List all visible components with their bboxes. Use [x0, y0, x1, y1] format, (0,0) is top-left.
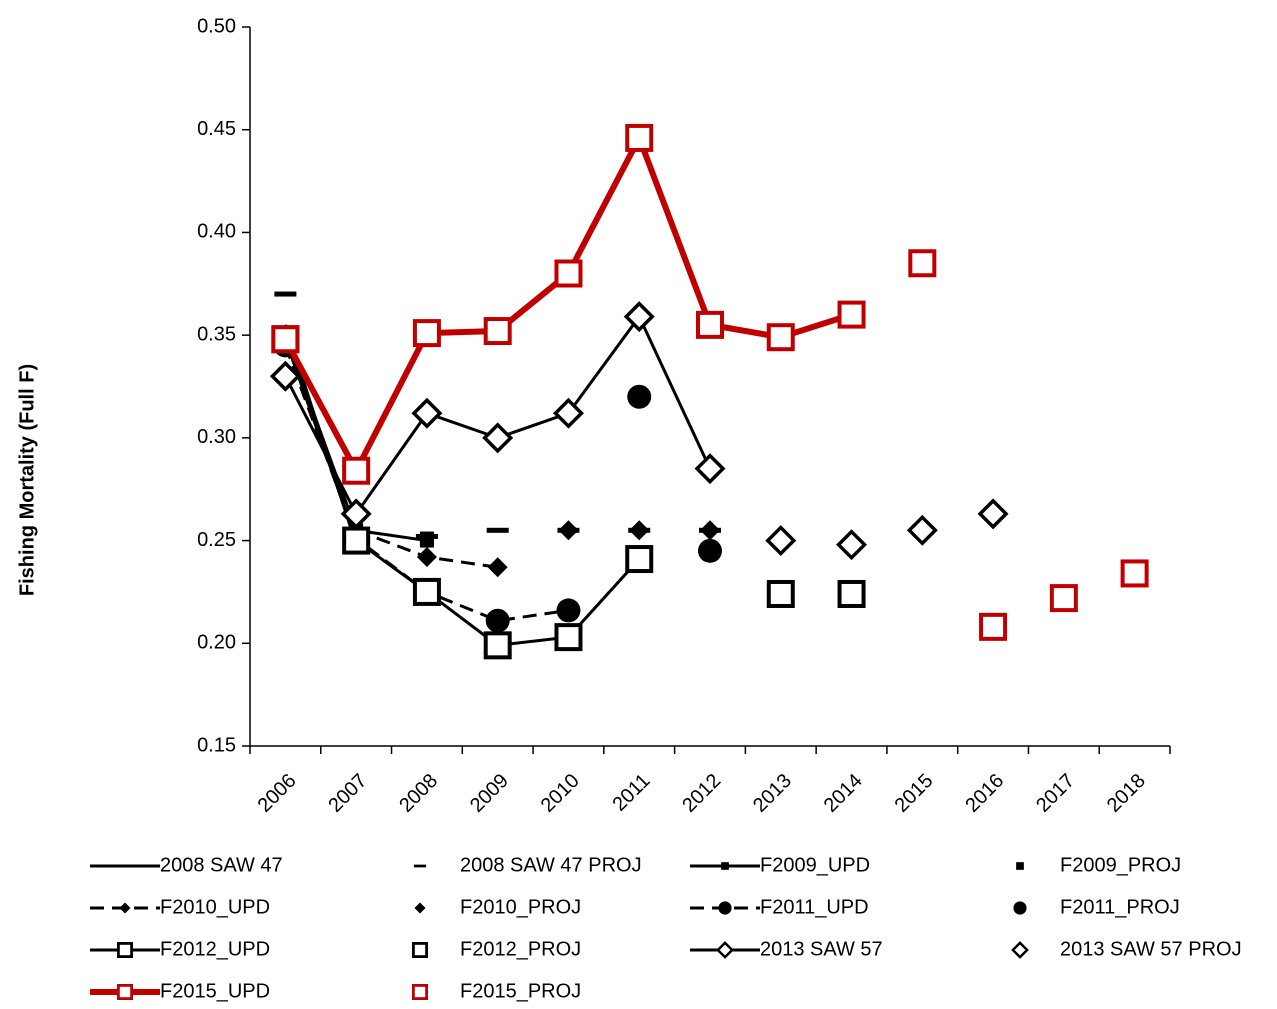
series-line: [283, 338, 641, 647]
y-tick-label: 0.50: [197, 15, 236, 37]
legend-label: F2011_UPD: [760, 896, 869, 918]
marker-dash: [486, 527, 509, 533]
marker-circle: [485, 608, 510, 633]
marker-open-square: [979, 612, 1008, 641]
legend-label: F2011_PROJ: [1060, 896, 1180, 918]
x-tick-label: 2011: [609, 770, 655, 816]
marker-open-diamond: [552, 397, 584, 429]
marker-circle: [718, 901, 732, 915]
y-tick-label: 0.45: [197, 118, 236, 140]
y-axis-title: Fishing Mortality (Full F): [16, 364, 38, 596]
marker-open-diamond: [694, 453, 726, 485]
marker-open-diamond: [411, 397, 443, 429]
marker-open-square: [554, 259, 583, 288]
marker-open-square: [117, 942, 134, 959]
marker-open-diamond: [482, 422, 514, 454]
marker-open-diamond: [623, 301, 655, 333]
x-tick-label: 2008: [395, 770, 442, 817]
marker-open-square: [1049, 584, 1078, 613]
marker-dash: [413, 864, 427, 868]
marker-open-diamond: [1011, 941, 1029, 959]
y-tick-label: 0.25: [197, 529, 236, 551]
marker-open-square: [412, 319, 441, 348]
x-tick-label: 2010: [537, 770, 584, 817]
legend-label: F2009_PROJ: [1060, 854, 1181, 876]
marker-circle: [698, 538, 722, 563]
marker-diamond: [629, 520, 650, 541]
legend-label: 2013 SAW 57 PROJ: [1060, 938, 1242, 960]
marker-square: [419, 531, 434, 546]
x-tick-label: 2006: [254, 770, 301, 817]
x-tick-label: 2018: [1103, 770, 1150, 817]
marker-open-diamond: [836, 529, 868, 561]
x-tick-label: 2015: [891, 770, 938, 817]
marker-diamond: [700, 520, 720, 541]
marker-diamond: [487, 557, 508, 578]
marker-open-square: [411, 942, 428, 959]
legend-label: F2012_PROJ: [460, 938, 581, 960]
marker-open-diamond: [269, 360, 301, 392]
y-tick-label: 0.20: [197, 632, 236, 654]
marker-open-square: [766, 579, 795, 608]
marker-open-diamond: [977, 498, 1009, 530]
legend-label: F2015_UPD: [160, 980, 270, 1002]
marker-open-diamond: [716, 941, 734, 959]
marker-diamond: [414, 902, 426, 914]
marker-open-square: [342, 456, 371, 485]
marker-circle: [556, 598, 581, 623]
legend-label: F2012_UPD: [160, 938, 270, 960]
marker-open-square: [271, 325, 300, 354]
x-tick-label: 2007: [324, 770, 371, 817]
legend-label: 2008 SAW 47 PROJ: [460, 854, 642, 876]
marker-open-square: [412, 577, 441, 606]
marker-diamond: [558, 520, 579, 541]
marker-open-square: [837, 300, 866, 329]
y-tick-label: 0.15: [197, 734, 236, 756]
legend-label: 2008 SAW 47: [160, 854, 283, 876]
marker-open-square: [342, 526, 371, 555]
legend-label: F2009_UPD: [760, 854, 870, 876]
marker-diamond: [119, 902, 131, 914]
y-tick-label: 0.35: [197, 323, 236, 345]
marker-square: [1016, 862, 1024, 870]
x-tick-label: 2013: [749, 770, 796, 817]
legend-label: F2010_PROJ: [460, 896, 581, 918]
x-tick-label: 2009: [466, 770, 513, 817]
marker-circle: [627, 384, 652, 409]
marker-open-square: [483, 317, 512, 346]
marker-open-square: [1120, 559, 1149, 588]
legend-label: F2010_UPD: [160, 896, 270, 918]
marker-dash: [274, 291, 297, 297]
x-tick-label: 2016: [961, 770, 1008, 817]
marker-open-square: [908, 249, 937, 278]
marker-open-square: [625, 123, 654, 152]
marker-open-square: [696, 310, 724, 339]
marker-square: [721, 862, 729, 870]
marker-open-square: [411, 984, 428, 1001]
marker-open-square: [554, 623, 583, 652]
marker-diamond: [416, 547, 437, 568]
marker-open-square: [625, 545, 654, 574]
y-tick-label: 0.40: [197, 221, 236, 243]
marker-open-square: [483, 631, 512, 660]
marker-open-square: [837, 579, 866, 608]
marker-open-square: [766, 323, 795, 352]
marker-open-diamond: [340, 498, 372, 530]
marker-open-diamond: [765, 525, 797, 557]
legend-label: F2015_PROJ: [460, 980, 581, 1002]
marker-open-diamond: [906, 514, 938, 546]
x-tick-label: 2014: [820, 770, 867, 817]
marker-circle: [1013, 901, 1027, 915]
x-tick-label: 2012: [678, 770, 725, 817]
y-tick-label: 0.30: [197, 426, 236, 448]
legend-label: 2013 SAW 57: [760, 938, 883, 960]
marker-open-square: [117, 984, 134, 1001]
x-tick-label: 2017: [1032, 770, 1079, 817]
